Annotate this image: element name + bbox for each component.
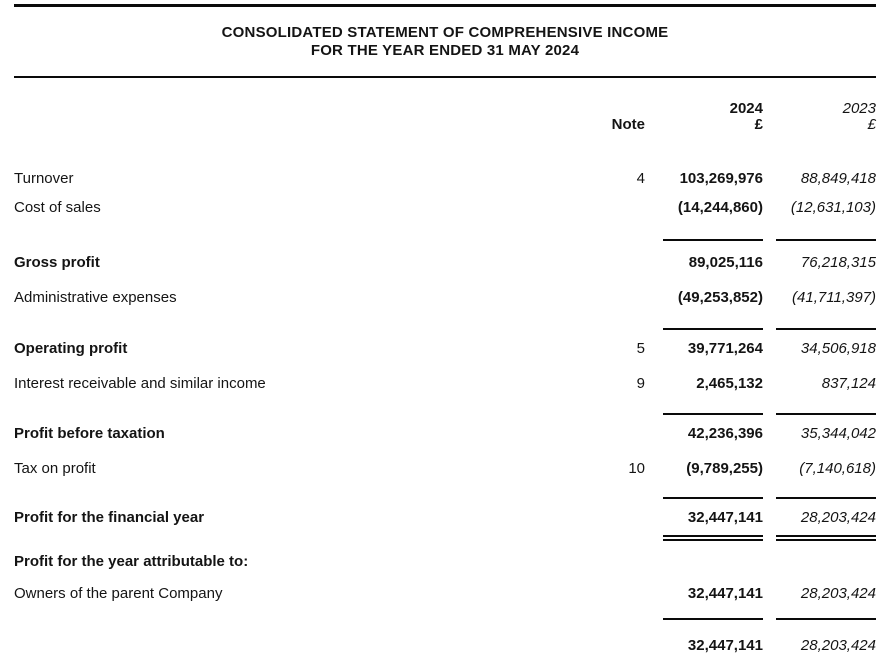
row-note: 5 <box>636 340 645 357</box>
row-label: Profit for the year attributable to: <box>14 553 249 570</box>
column-header-year-2024: 2024 <box>729 100 763 117</box>
row-value-2024: 2,465,132 <box>696 375 763 392</box>
row-label: Operating profit <box>14 340 128 357</box>
single-rule-2023 <box>776 328 876 331</box>
column-header-note: Note <box>611 116 645 133</box>
table-row-turnover: Turnover 4 103,269,976 88,849,418 <box>14 169 876 188</box>
header-divider-line <box>14 76 876 78</box>
row-value-2023: 28,203,424 <box>800 585 876 602</box>
row-value-2023: 76,218,315 <box>800 254 876 271</box>
row-label: Interest receivable and similar income <box>14 375 266 392</box>
column-header-currency-2023: £ <box>867 116 876 133</box>
row-note: 4 <box>636 170 645 187</box>
row-value-2024: (49,253,852) <box>677 289 763 306</box>
table-row-profit-for-financial-year: Profit for the financial year 32,447,141… <box>14 508 876 527</box>
table-row-cost-of-sales: Cost of sales (14,244,860) (12,631,103) <box>14 198 876 217</box>
subtotal-rule-row <box>14 618 876 623</box>
statement-title: CONSOLIDATED STATEMENT OF COMPREHENSIVE … <box>14 24 876 60</box>
table-row-total-attributable: 32,447,141 28,203,424 <box>14 636 876 655</box>
single-rule-2023 <box>776 497 876 500</box>
row-value-2024: 32,447,141 <box>687 509 763 526</box>
column-header-row-labels: Note £ £ <box>14 117 876 133</box>
single-rule-2023 <box>776 413 876 416</box>
total-double-rule-row <box>14 534 876 542</box>
row-label: Turnover <box>14 170 74 187</box>
row-label: Administrative expenses <box>14 289 177 306</box>
single-rule-2023 <box>776 618 876 621</box>
row-value-2024: (14,244,860) <box>677 199 763 216</box>
title-line-2: FOR THE YEAR ENDED 31 MAY 2024 <box>310 42 580 59</box>
row-value-2023: 837,124 <box>821 375 876 392</box>
row-label: Tax on profit <box>14 460 96 477</box>
double-rule-2024 <box>663 535 763 542</box>
row-label: Cost of sales <box>14 199 101 216</box>
column-header-year-2023: 2023 <box>842 100 876 117</box>
single-rule-2024 <box>663 328 763 331</box>
table-row-operating-profit: Operating profit 5 39,771,264 34,506,918 <box>14 339 876 358</box>
row-note: 9 <box>636 375 645 392</box>
single-rule-2024 <box>663 239 763 242</box>
table-row-administrative-expenses: Administrative expenses (49,253,852) (41… <box>14 288 876 307</box>
table-row-attributable-heading: Profit for the year attributable to: <box>14 552 876 571</box>
table-row-interest-receivable: Interest receivable and similar income 9… <box>14 374 876 393</box>
double-rule-2023 <box>776 535 876 542</box>
row-value-2024: 32,447,141 <box>687 637 763 654</box>
row-value-2024: 39,771,264 <box>687 340 763 357</box>
row-value-2023: (12,631,103) <box>790 199 876 216</box>
single-rule-2024 <box>663 497 763 500</box>
title-line-1: CONSOLIDATED STATEMENT OF COMPREHENSIVE … <box>221 24 669 41</box>
row-value-2023: 35,344,042 <box>800 425 876 442</box>
single-rule-2024 <box>663 618 763 621</box>
subtotal-rule-row <box>14 328 876 333</box>
row-value-2024: 42,236,396 <box>687 425 763 442</box>
subtotal-rule-row <box>14 497 876 502</box>
row-value-2024: 89,025,116 <box>688 254 763 271</box>
subtotal-rule-row <box>14 413 876 418</box>
row-value-2023: 88,849,418 <box>800 170 876 187</box>
table-row-gross-profit: Gross profit 89,025,116 76,218,315 <box>14 253 876 272</box>
row-value-2023: 34,506,918 <box>800 340 876 357</box>
row-label: Gross profit <box>14 254 100 271</box>
top-border-line <box>14 4 876 7</box>
row-value-2024: 32,447,141 <box>687 585 763 602</box>
row-value-2024: (9,789,255) <box>686 460 763 477</box>
row-value-2023: 28,203,424 <box>800 637 876 654</box>
row-value-2023: (7,140,618) <box>799 460 876 477</box>
column-header-currency-2024: £ <box>754 116 763 133</box>
column-header-row-years: 2024 2023 <box>14 101 876 117</box>
row-label: Profit before taxation <box>14 425 165 442</box>
row-value-2024: 103,269,976 <box>679 170 763 187</box>
table-row-owners-of-parent: Owners of the parent Company 32,447,141 … <box>14 584 876 603</box>
row-value-2023: 28,203,424 <box>800 509 876 526</box>
single-rule-2024 <box>663 413 763 416</box>
subtotal-rule-row <box>14 239 876 244</box>
row-note: 10 <box>628 460 645 477</box>
table-row-profit-before-taxation: Profit before taxation 42,236,396 35,344… <box>14 424 876 443</box>
single-rule-2023 <box>776 239 876 242</box>
row-value-2023: (41,711,397) <box>792 289 876 306</box>
row-label: Profit for the financial year <box>14 509 205 526</box>
row-label: Owners of the parent Company <box>14 585 223 602</box>
table-row-tax-on-profit: Tax on profit 10 (9,789,255) (7,140,618) <box>14 459 876 478</box>
